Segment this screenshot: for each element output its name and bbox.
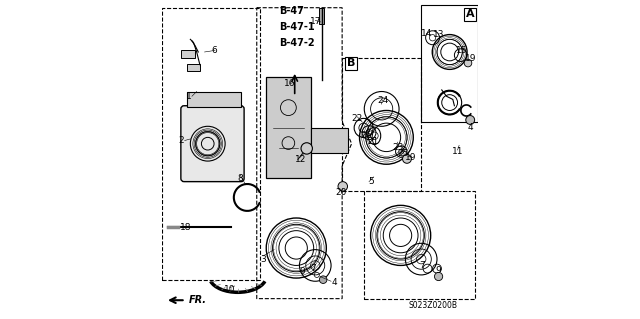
Text: FR.: FR. [189, 295, 207, 305]
Text: 15: 15 [456, 46, 467, 55]
Text: 4: 4 [467, 123, 473, 132]
Circle shape [338, 182, 348, 191]
Text: 5: 5 [369, 177, 374, 186]
Bar [266, 77, 310, 178]
Bar [162, 8, 260, 280]
Text: B-47-2: B-47-2 [279, 38, 314, 48]
Bar [319, 8, 324, 24]
Text: 19: 19 [405, 153, 417, 162]
Text: 3: 3 [260, 255, 266, 263]
Text: 20: 20 [335, 188, 347, 197]
Text: S023Z0200B: S023Z0200B [408, 301, 458, 310]
Text: 11: 11 [452, 147, 463, 156]
Text: 10: 10 [224, 285, 236, 294]
Text: 9: 9 [300, 267, 305, 276]
Bar [181, 50, 195, 58]
Text: 24: 24 [377, 97, 388, 106]
Bar [421, 4, 478, 122]
Text: 2: 2 [179, 136, 184, 145]
Circle shape [403, 154, 412, 163]
Text: 6: 6 [211, 46, 217, 55]
Text: 14: 14 [421, 28, 433, 38]
Text: 23: 23 [393, 143, 404, 152]
Text: 17: 17 [310, 18, 321, 26]
Text: A: A [466, 9, 474, 19]
Text: 18: 18 [180, 223, 191, 232]
Text: 12: 12 [294, 155, 306, 164]
Bar [187, 64, 200, 71]
Text: 21: 21 [367, 137, 379, 146]
Circle shape [319, 276, 327, 284]
Text: B: B [347, 58, 355, 68]
Text: 4: 4 [332, 278, 337, 287]
Text: 1: 1 [186, 92, 191, 101]
Text: B-47: B-47 [279, 6, 304, 16]
Text: 26: 26 [360, 131, 372, 140]
Text: 19: 19 [465, 54, 476, 63]
Circle shape [466, 115, 475, 124]
Circle shape [435, 272, 443, 281]
Text: 7: 7 [310, 264, 316, 273]
Bar [342, 58, 421, 191]
Text: 8: 8 [237, 174, 243, 183]
FancyBboxPatch shape [181, 106, 244, 182]
Text: 16: 16 [284, 79, 296, 88]
Text: 9: 9 [436, 266, 442, 275]
Bar [310, 128, 348, 153]
Bar [364, 191, 475, 299]
Circle shape [464, 59, 472, 67]
Text: 7: 7 [419, 261, 425, 270]
Text: B-47-1: B-47-1 [279, 22, 314, 32]
Bar [187, 92, 241, 107]
Text: 13: 13 [433, 30, 444, 39]
Text: 22: 22 [351, 114, 363, 123]
Circle shape [301, 143, 312, 154]
Text: 25: 25 [397, 149, 408, 158]
